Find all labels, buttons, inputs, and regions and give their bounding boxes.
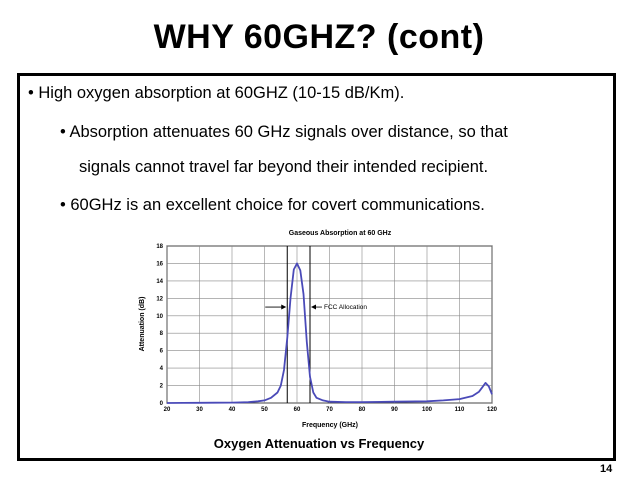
bullet-absorption-attenuates: • Absorption attenuates 60 GHz signals o… xyxy=(60,123,508,141)
absorption-series-line xyxy=(166,262,493,404)
y-tick-label: 10 xyxy=(156,314,163,320)
page-number: 14 xyxy=(600,463,613,475)
y-tick-label: 8 xyxy=(160,331,164,337)
x-axis-label: Frequency (GHz) xyxy=(302,422,358,429)
y-axis-label: Attenuation (dB) xyxy=(139,297,146,352)
x-tick-label: 60 xyxy=(294,407,301,413)
bullet-oxygen-absorption: • High oxygen absorption at 60GHZ (10-15… xyxy=(28,84,405,102)
x-tick-label: 40 xyxy=(229,407,236,413)
y-tick-label: 0 xyxy=(160,401,164,407)
x-tick-label: 120 xyxy=(487,407,498,413)
chart-title: Gaseous Absorption at 60 GHz xyxy=(289,230,392,237)
absorption-chart: Gaseous Absorption at 60 GHz 20 30 40 50 60 7… xyxy=(139,230,498,429)
x-tick-label: 100 xyxy=(422,407,433,413)
chart-caption: Oxygen Attenuation vs Frequency xyxy=(213,436,425,451)
content-frame xyxy=(17,73,616,461)
x-tick-label: 110 xyxy=(455,407,465,413)
y-tick-label: 16 xyxy=(156,261,163,267)
y-tick-label: 18 xyxy=(156,244,163,250)
y-tick-label: 14 xyxy=(156,279,163,285)
x-tick-label: 30 xyxy=(196,407,203,413)
fcc-arrow-left-head xyxy=(281,304,287,310)
bullet-covert-communications: • 60GHz is an excellent choice for cover… xyxy=(60,196,485,214)
y-tick-label: 6 xyxy=(160,349,164,355)
x-tick-label: 70 xyxy=(326,407,333,413)
x-tick-label: 20 xyxy=(164,407,171,413)
y-tick-label: 4 xyxy=(160,366,164,372)
y-tick-label: 12 xyxy=(156,296,163,302)
slide-title: WHY 60GHZ? (cont) xyxy=(153,18,485,56)
x-tick-label: 90 xyxy=(391,407,398,413)
y-tick-label: 2 xyxy=(160,384,164,390)
fcc-arrow-right-head xyxy=(311,304,316,310)
fcc-allocation-label: FCC Allocation xyxy=(324,304,367,311)
bullet-absorption-continuation: signals cannot travel far beyond their i… xyxy=(79,158,489,176)
x-tick-label: 80 xyxy=(359,407,366,413)
x-tick-label: 50 xyxy=(261,407,268,413)
